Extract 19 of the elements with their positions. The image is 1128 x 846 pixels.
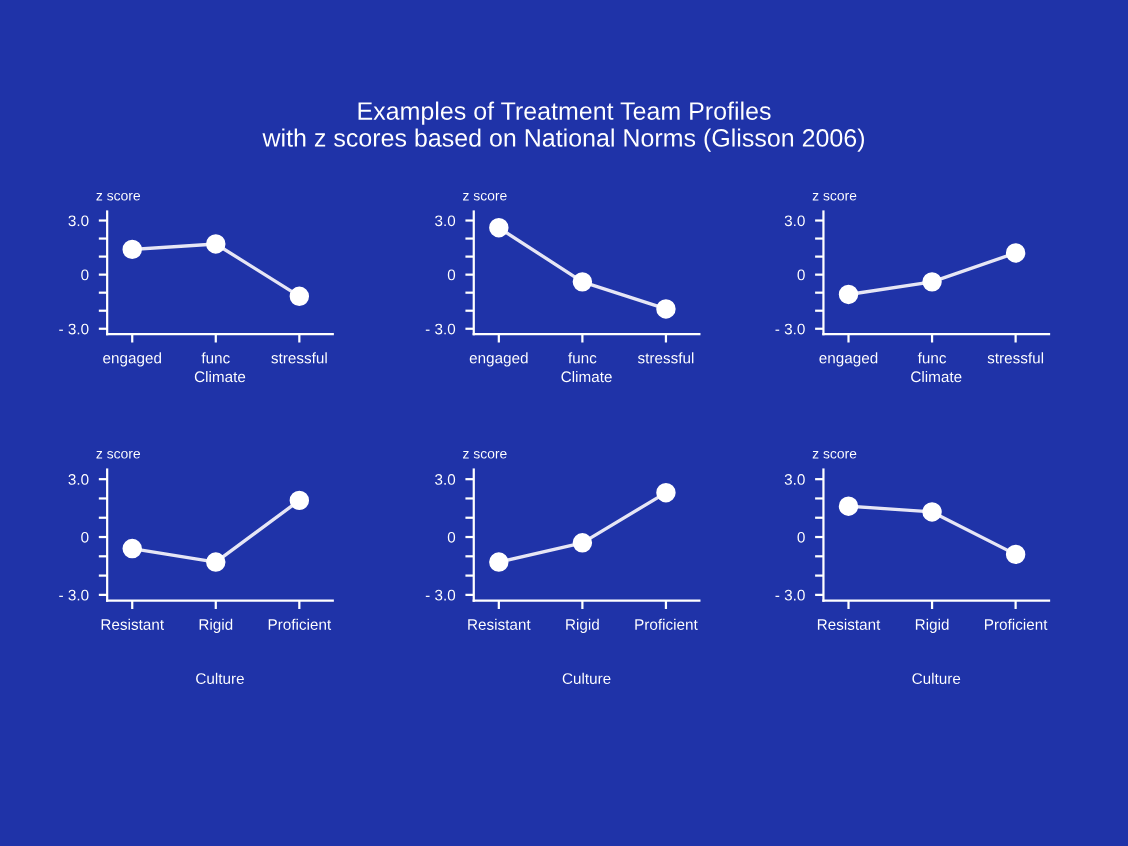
point [1005,243,1026,263]
point [922,502,942,522]
point [289,286,310,307]
point [656,482,676,503]
point [122,239,142,260]
point [838,284,859,305]
point [922,272,942,292]
point [656,299,676,319]
text: Examples of Treatment Team Profiles with z scores based on National Norms (Glisson 2006) [262,101,864,152]
point [572,533,593,553]
point [489,218,509,238]
point [122,538,142,559]
point [289,490,310,511]
point [1005,544,1026,565]
point [489,552,509,572]
point [206,552,226,572]
point [838,496,859,516]
point [206,234,226,254]
point [572,272,593,292]
